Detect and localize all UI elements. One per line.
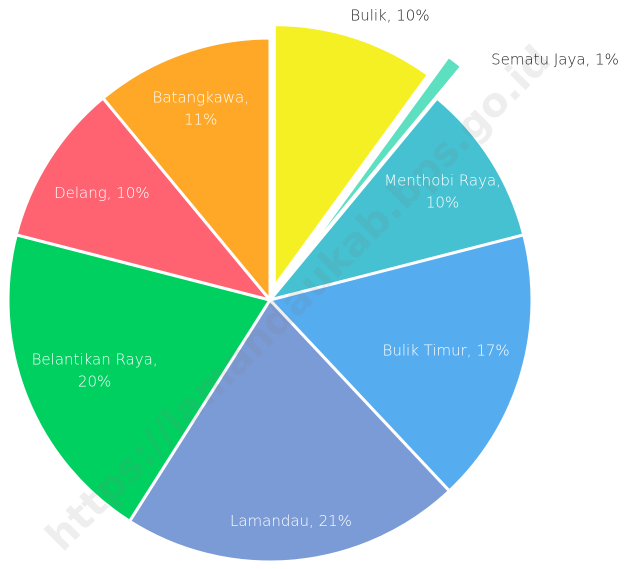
- pie-slice: [6, 233, 273, 524]
- data-label: Lamandau, 21%: [230, 512, 352, 530]
- data-label: Bulik, 10%: [350, 7, 429, 25]
- pie-slice: [100, 36, 272, 305]
- pie-slice: [265, 96, 526, 303]
- label-line: 20%: [78, 372, 111, 390]
- label-line: Batangkawa,: [153, 88, 249, 106]
- data-label: Batangkawa, 11%: [153, 88, 249, 128]
- label-line: 11%: [184, 110, 217, 128]
- label-line: Menthobi Raya,: [384, 171, 501, 189]
- data-label: Delang, 10%: [54, 184, 150, 202]
- slices: [6, 23, 534, 564]
- data-label: Sematu Jaya, 1%: [491, 51, 619, 69]
- pie-slice: [14, 96, 275, 303]
- pie-slice: [293, 54, 464, 270]
- label-line: Belantikan Raya,: [32, 350, 158, 368]
- data-label: Menthobi Raya, 10%: [384, 171, 501, 211]
- data-label: Bulik Timur, 17%: [383, 342, 510, 360]
- label-line: 10%: [426, 193, 459, 211]
- pie-slice: [127, 297, 452, 564]
- pie-slice: [267, 233, 534, 494]
- data-label: Belantikan Raya, 20%: [32, 350, 158, 390]
- pie-slice: [272, 23, 431, 292]
